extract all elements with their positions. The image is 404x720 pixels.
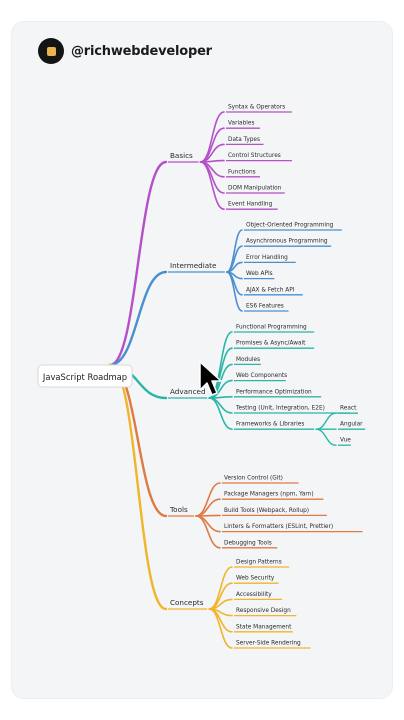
leaf-node-accessibility: Accessibility (236, 592, 272, 598)
leaf-node-testing-unit-integration-e2e: Testing (Unit, Integration, E2E) (235, 406, 325, 412)
mindmap-nodes: Basics Syntax & Operators Variables Data Ty… (169, 105, 363, 647)
leaf-node-control-structures: Control Structures (228, 153, 281, 159)
mindmap-links (108, 111, 366, 649)
root-node: JavaScript Roadmap (37, 364, 133, 388)
root-node-box (37, 364, 133, 388)
mouse-cursor-icon (199, 361, 222, 396)
leaf-node-event-handling: Event Handling (228, 202, 273, 208)
branch-link-concepts (108, 363, 168, 611)
leaf-node-version-control-git: Version Control (Git) (224, 476, 283, 482)
branch-node-concepts: Concepts (170, 598, 204, 607)
subleaf-node-vue: Vue (340, 438, 351, 444)
branch-node-basics: Basics (170, 151, 193, 160)
leaf-node-linters-formatters-eslint-prettier: Linters & Formatters (ESLint, Prettier) (224, 524, 333, 530)
leaf-node-object-oriented-programming: Object-Oriented Programming (246, 223, 334, 229)
leaf-node-package-managers-npm-yarn: Package Managers (npm, Yarn) (224, 492, 314, 498)
leaf-node-server-side-rendering: Server-Side Rendering (236, 641, 301, 647)
leaf-node-promises-async-await: Promises & Async/Await (236, 341, 306, 347)
leaf-node-error-handling: Error Handling (246, 255, 288, 261)
leaf-node-functions: Functions (228, 169, 256, 175)
subleaf-link-react (315, 412, 337, 430)
leaf-node-modules: Modules (236, 357, 260, 363)
leaf-node-asynchronous-programming: Asynchronous Programming (246, 239, 328, 245)
subleaf-link-vue (315, 428, 337, 446)
branch-node-intermediate: Intermediate (170, 261, 217, 270)
leaf-node-functional-programming: Functional Programming (236, 325, 307, 331)
post-card (12, 22, 392, 698)
root-node-label: JavaScript Roadmap (42, 372, 127, 382)
leaf-node-design-patterns: Design Patterns (236, 560, 282, 566)
leaf-node-frameworks-libraries: Frameworks & Libraries (236, 422, 304, 428)
leaf-node-dom-manipulation: DOM Manipulation (228, 186, 282, 192)
branch-link-intermediate (108, 270, 168, 367)
leaf-node-debugging-tools: Debugging Tools (224, 540, 272, 546)
leaf-link-event-handling (199, 161, 225, 210)
leaf-node-web-components: Web Components (236, 373, 287, 379)
leaf-node-syntax-operators: Syntax & Operators (228, 105, 285, 111)
post-header: @richwebdeveloper (38, 38, 212, 64)
branch-node-tools: Tools (169, 505, 188, 514)
leaf-link-es6-features (226, 271, 243, 312)
leaf-node-state-management: State Management (236, 624, 292, 630)
leaf-link-testing-unit-integration-e2e (208, 397, 233, 414)
leaf-link-design-patterns (208, 566, 233, 610)
leaf-node-ajax-fetch-api: AJAX & Fetch API (246, 287, 295, 293)
leaf-node-performance-optimization: Performance Optimization (236, 389, 312, 395)
leaf-link-frameworks-libraries (208, 397, 233, 430)
avatar[interactable] (38, 38, 64, 64)
leaf-node-web-security: Web Security (236, 576, 275, 582)
leaf-node-build-tools-webpack-rollup: Build Tools (Webpack, Rollup) (224, 508, 309, 514)
leaf-node-variables: Variables (228, 121, 255, 127)
leaf-node-es6-features: ES6 Features (246, 304, 284, 310)
subleaf-node-angular: Angular (340, 422, 363, 428)
leaf-node-responsive-design: Responsive Design (236, 608, 291, 614)
branch-node-advanced: Advanced (170, 387, 206, 396)
branch-link-basics (108, 160, 168, 367)
leaf-node-data-types: Data Types (228, 137, 260, 143)
subleaf-node-react: React (340, 406, 357, 412)
account-handle[interactable]: @richwebdeveloper (71, 43, 212, 59)
leaf-link-debugging-tools (195, 515, 221, 549)
leaf-link-server-side-rendering (208, 608, 233, 649)
logo-icon (46, 46, 56, 56)
leaf-link-object-oriented-programming (226, 229, 243, 273)
leaf-link-linters-formatters-eslint-prettier (195, 515, 221, 533)
leaf-node-web-apis: Web APIs (246, 271, 273, 277)
